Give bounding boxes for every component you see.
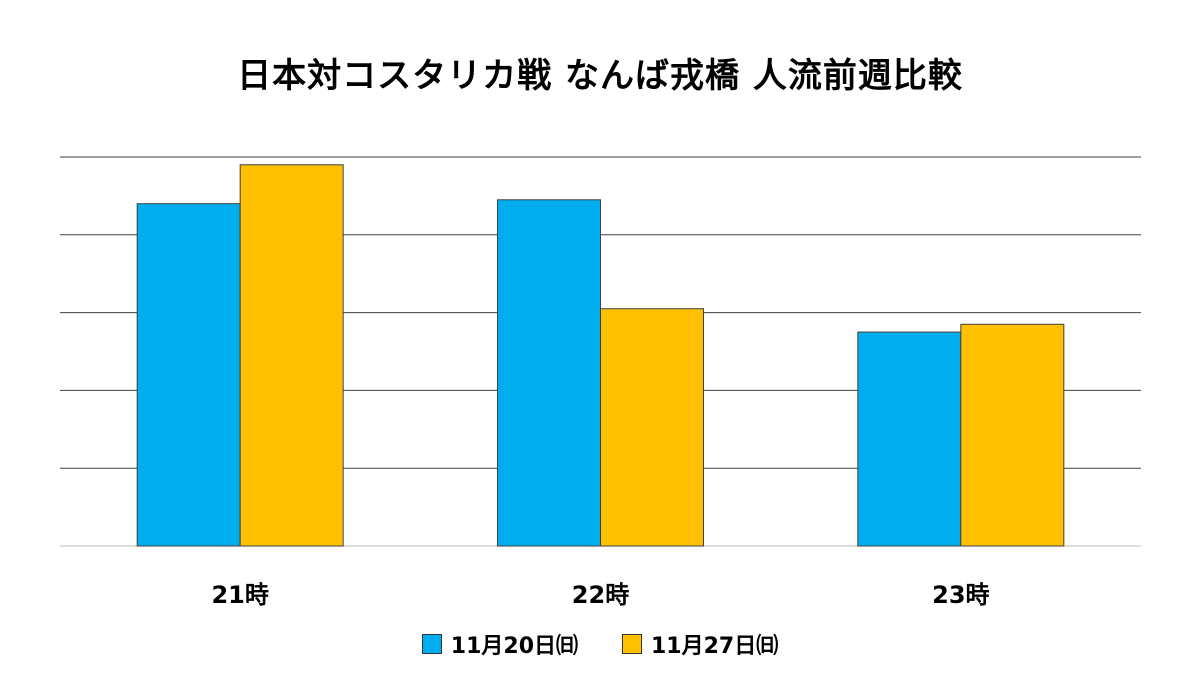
category-tick-labels: 21時 22時 23時 [211, 581, 989, 609]
bar-series-1-category-2 [497, 199, 601, 547]
bar-series-1-category-1 [136, 203, 241, 547]
legend-swatch-series-1 [421, 634, 442, 654]
category-tick-label: 23時 [932, 581, 989, 609]
bar-series-1-category-3 [857, 331, 962, 547]
bar-series-2-category-3 [960, 323, 1065, 547]
legend-label-series-1: 11月20日㈰ [450, 634, 578, 659]
bar-series-2-category-1 [239, 164, 344, 547]
legend-label-series-2: 11月27日㈰ [651, 634, 779, 659]
chart-title: 日本対コスタリカ戦 なんば戎橋 人流前週比較 [237, 56, 963, 96]
bars [136, 164, 1065, 547]
legend-item-series-2: 11月27日㈰ [622, 628, 778, 660]
category-tick-label: 22時 [572, 581, 629, 609]
legend-swatch-series-2 [622, 634, 642, 654]
bar-series-2-category-2 [600, 308, 704, 547]
legend: 11月20日㈰ 11月27日㈰ [0, 628, 1200, 660]
category-tick-label: 21時 [211, 581, 268, 609]
legend-item-series-1: 11月20日㈰ [421, 628, 578, 660]
